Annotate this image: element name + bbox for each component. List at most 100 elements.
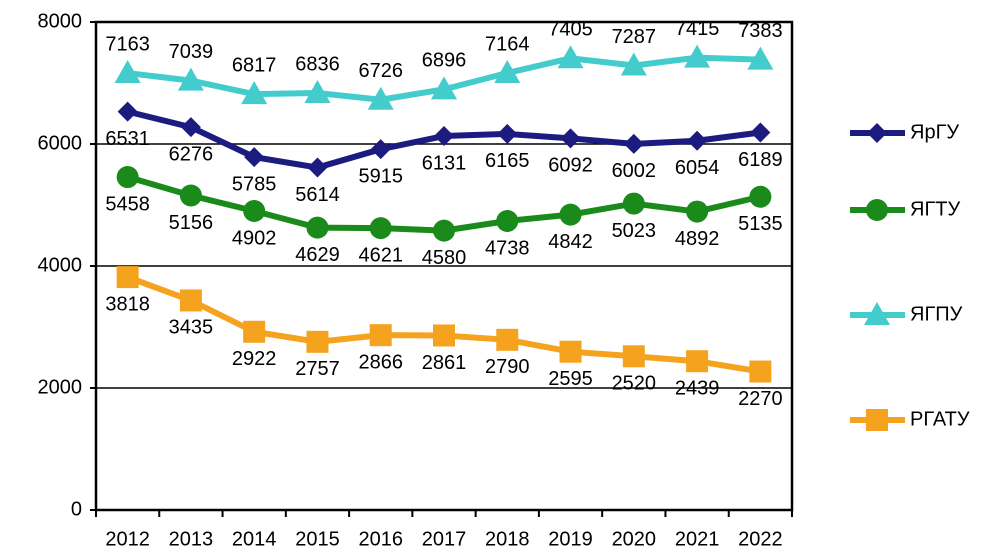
x-tick-label: 2021 (675, 528, 720, 550)
point (370, 139, 391, 160)
point (749, 185, 772, 208)
data-label: 6726 (358, 60, 403, 82)
data-label: 6896 (422, 50, 467, 72)
data-label: 6054 (675, 157, 720, 179)
point (559, 203, 582, 226)
data-label: 4621 (358, 244, 403, 266)
point (623, 133, 644, 154)
data-label: 6131 (422, 152, 467, 174)
point (433, 324, 455, 347)
data-label: 7039 (169, 41, 214, 63)
x-tick-label: 2012 (105, 528, 150, 550)
data-label: 5023 (612, 220, 657, 242)
point (557, 45, 584, 69)
legend-marker (866, 409, 888, 431)
y-tick-label: 6000 (38, 132, 83, 154)
point (686, 200, 709, 223)
point (117, 101, 138, 122)
x-tick-label: 2017 (422, 528, 467, 550)
data-label: 6092 (548, 155, 593, 177)
point (306, 216, 329, 239)
data-label: 5915 (358, 165, 403, 187)
data-label: 6189 (738, 149, 783, 171)
legend-label: ЯрГУ (910, 121, 959, 143)
point (304, 80, 331, 104)
point (559, 340, 582, 363)
data-label: 4892 (675, 228, 720, 250)
legend-label: ЯГТУ (910, 198, 960, 220)
legend-marker (867, 123, 887, 143)
point (243, 320, 266, 343)
x-tick-label: 2013 (169, 528, 214, 550)
point (560, 128, 581, 149)
point (434, 126, 454, 147)
x-tick-label: 2016 (358, 528, 403, 550)
point (750, 122, 771, 143)
legend-marker (864, 302, 890, 325)
data-label: 2520 (612, 373, 657, 395)
plot-border (94, 20, 794, 512)
legend-label: РГАТУ (910, 408, 970, 430)
point (116, 166, 139, 189)
point (622, 345, 645, 368)
point (306, 330, 329, 353)
point (369, 324, 392, 347)
point (431, 76, 457, 100)
point (243, 199, 266, 222)
data-label: 7163 (105, 33, 150, 55)
data-label: 3818 (105, 293, 150, 315)
data-label: 6002 (612, 160, 657, 182)
point (687, 130, 708, 151)
data-label: 6836 (295, 53, 340, 75)
point (241, 81, 268, 105)
data-label: 7415 (675, 18, 720, 40)
data-label: 2757 (295, 358, 340, 380)
y-tick-label: 2000 (38, 376, 83, 398)
point (179, 184, 202, 207)
point (494, 59, 521, 83)
point (749, 360, 772, 383)
data-label: 7405 (548, 19, 593, 41)
data-label: 5156 (169, 212, 214, 234)
point (496, 328, 519, 351)
point (684, 44, 711, 68)
data-label: 4842 (548, 231, 593, 253)
point (433, 219, 455, 242)
point (369, 217, 392, 240)
point (747, 46, 774, 70)
data-label: 5614 (295, 184, 340, 206)
y-tick-label: 0 (71, 498, 82, 520)
x-tick-label: 2015 (295, 528, 340, 550)
data-label: 6165 (485, 150, 530, 172)
x-tick-label: 2022 (738, 528, 783, 550)
data-label: 2790 (485, 356, 530, 378)
data-label: 2861 (422, 352, 467, 374)
data-label: 4902 (232, 227, 277, 249)
data-label: 6531 (105, 128, 150, 150)
data-label: 2439 (675, 378, 720, 400)
data-label: 5135 (738, 213, 783, 235)
x-tick-label: 2018 (485, 528, 530, 550)
point (686, 350, 709, 373)
legend-marker (866, 199, 888, 221)
point (622, 192, 645, 215)
data-label: 3435 (169, 317, 214, 339)
point (367, 86, 394, 110)
x-tick-label: 2019 (548, 528, 593, 550)
data-label: 2922 (232, 348, 277, 370)
data-label: 6276 (169, 143, 214, 165)
point (497, 123, 518, 144)
x-tick-label: 2014 (232, 528, 277, 550)
data-label: 2866 (358, 351, 403, 373)
data-label: 5785 (232, 173, 277, 195)
point (116, 266, 139, 289)
legend-label: ЯГПУ (910, 303, 963, 325)
point (496, 209, 519, 232)
point (114, 60, 141, 84)
data-label: 4629 (295, 244, 340, 266)
point (620, 52, 647, 76)
point (177, 67, 204, 91)
data-label: 7287 (612, 26, 657, 48)
data-label: 4738 (485, 237, 530, 259)
